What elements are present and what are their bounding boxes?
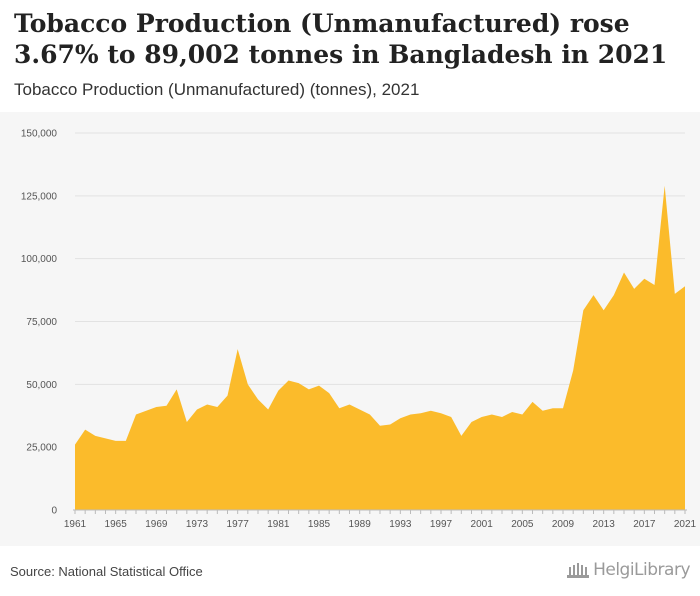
data-point <box>124 439 128 443</box>
data-point <box>683 284 687 288</box>
data-point <box>541 409 545 413</box>
data-point <box>551 406 555 410</box>
data-point <box>205 402 209 406</box>
data-point <box>612 293 616 297</box>
data-point <box>287 379 291 383</box>
data-point <box>561 406 565 410</box>
data-point <box>226 394 230 398</box>
y-tick-label: 100,000 <box>21 254 58 265</box>
y-tick-label: 125,000 <box>21 191 58 202</box>
data-point <box>246 382 250 386</box>
area-chart: 1961 1965 1969 1973 1977 1981 1985 1989 1993 1997… <box>21 129 697 531</box>
data-point <box>195 407 199 411</box>
data-point <box>510 410 514 414</box>
data-point <box>317 384 321 388</box>
chart-area: 1961 1965 1969 1973 1977 1981 1985 1989 1993 1997… <box>0 112 700 546</box>
data-point <box>653 283 657 287</box>
area-series <box>73 184 687 510</box>
x-tick-label: 1973 <box>186 519 209 530</box>
y-axis: 0 25,000 50,000 75,000 100,000 125,000 150,000 <box>21 129 58 517</box>
data-point <box>297 381 301 385</box>
data-point <box>642 277 646 281</box>
x-tick-label: 2009 <box>552 519 575 530</box>
x-tick-label: 1969 <box>145 519 168 530</box>
library-building-icon <box>567 563 590 578</box>
x-tick-label: 1993 <box>389 519 412 530</box>
data-point <box>520 412 524 416</box>
x-tick-label: 1989 <box>349 519 372 530</box>
area-fill <box>75 185 685 510</box>
data-point <box>337 406 341 410</box>
data-point <box>449 415 453 419</box>
data-point <box>104 436 108 440</box>
x-tick-label: 2017 <box>633 519 656 530</box>
y-tick-label: 0 <box>51 506 57 517</box>
brand-name: HelgiLibrary <box>593 560 690 580</box>
data-point <box>276 389 280 393</box>
data-point <box>185 420 189 424</box>
data-point <box>632 287 636 291</box>
data-point <box>459 434 463 438</box>
data-point <box>480 415 484 419</box>
y-tick-label: 75,000 <box>26 317 57 328</box>
data-point <box>215 405 219 409</box>
data-point <box>368 412 372 416</box>
chart-subtitle: Tobacco Production (Unmanufactured) (ton… <box>14 80 420 99</box>
brand-logo: HelgiLibrary <box>567 560 690 580</box>
data-point <box>256 397 260 401</box>
data-point <box>348 402 352 406</box>
data-point <box>175 387 179 391</box>
data-point <box>602 308 606 312</box>
data-point <box>470 420 474 424</box>
x-tick-label: 1997 <box>430 519 453 530</box>
data-point <box>663 184 667 188</box>
x-tick-label: 1985 <box>308 519 331 530</box>
data-point <box>378 424 382 428</box>
data-point <box>114 439 118 443</box>
data-point <box>409 412 413 416</box>
data-point <box>388 423 392 427</box>
data-point <box>500 415 504 419</box>
data-point <box>93 434 97 438</box>
x-axis: 1961 1965 1969 1973 1977 1981 1985 1989 1993 1997… <box>64 509 697 530</box>
x-tick-label: 1981 <box>267 519 290 530</box>
data-point <box>327 391 331 395</box>
data-point <box>73 443 77 447</box>
x-tick-label: 2013 <box>593 519 616 530</box>
data-point <box>358 407 362 411</box>
y-tick-label: 25,000 <box>26 443 57 454</box>
data-point <box>266 407 270 411</box>
data-point <box>439 411 443 415</box>
source-note: Source: National Statistical Office <box>10 564 203 579</box>
data-point <box>673 292 677 296</box>
x-tick-label: 1977 <box>227 519 250 530</box>
x-tick-label: 2001 <box>471 519 494 530</box>
data-point <box>83 428 87 432</box>
data-point <box>571 369 575 373</box>
data-point <box>581 308 585 312</box>
data-point <box>531 400 535 404</box>
y-tick-label: 50,000 <box>26 380 57 391</box>
data-point <box>165 404 169 408</box>
data-point <box>307 387 311 391</box>
data-point <box>134 412 138 416</box>
data-point <box>429 409 433 413</box>
data-point <box>144 409 148 413</box>
data-point <box>490 412 494 416</box>
x-tick-label: 2021 <box>674 519 697 530</box>
data-point <box>154 405 158 409</box>
data-point <box>398 416 402 420</box>
chart-title: Tobacco Production (Unmanufactured) rose… <box>14 9 668 69</box>
data-point <box>592 293 596 297</box>
data-point <box>236 347 240 351</box>
x-tick-label: 1965 <box>105 519 128 530</box>
x-tick-label: 1961 <box>64 519 87 530</box>
x-tick-label: 2005 <box>511 519 534 530</box>
data-point <box>622 270 626 274</box>
data-point <box>419 411 423 415</box>
y-tick-label: 150,000 <box>21 129 58 140</box>
